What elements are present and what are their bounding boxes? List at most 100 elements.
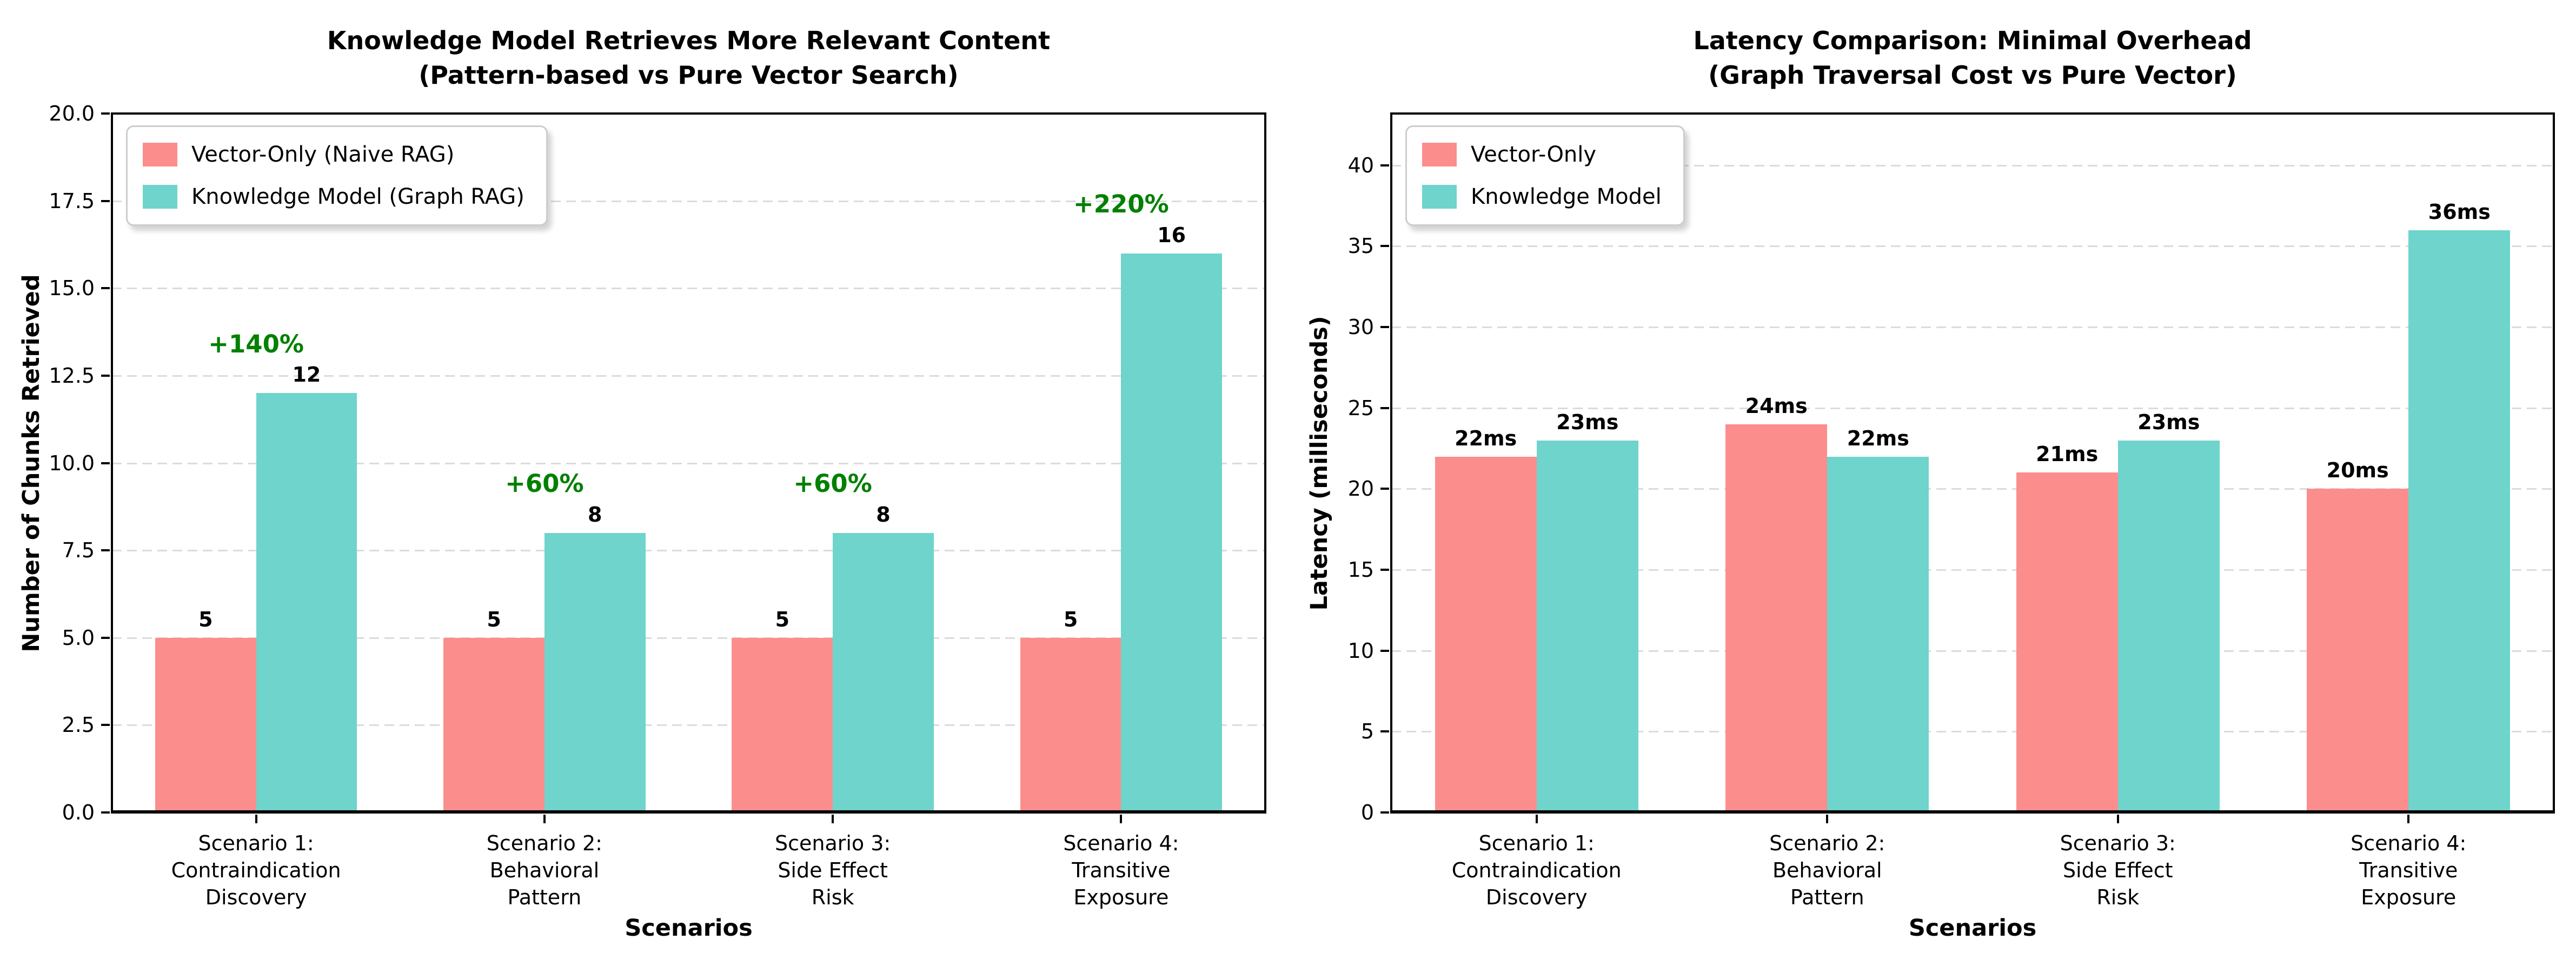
y-tick-label: 20 xyxy=(1347,477,1374,501)
y-tick-mark xyxy=(1380,488,1389,490)
legend: Vector-Only Knowledge Model xyxy=(1405,125,1685,226)
x-tick-mark xyxy=(1535,815,1538,823)
bar-value-label: 22ms xyxy=(1455,426,1517,450)
y-tick-label: 5.0 xyxy=(62,625,95,650)
x-tick-label: Scenario 2: Behavioral Pattern xyxy=(1769,831,1885,910)
percent-annotation: +60% xyxy=(793,469,872,498)
gridline xyxy=(112,200,1265,202)
x-tick-label: Scenario 1: Contraindication Discovery xyxy=(1451,831,1622,910)
bar-value-label: 22ms xyxy=(1847,426,1909,450)
x-tick-mark xyxy=(1826,815,1829,823)
gridline xyxy=(112,288,1265,290)
y-tick-mark xyxy=(1380,245,1389,248)
x-tick-label: Scenario 4: Transitive Exposure xyxy=(2351,831,2467,910)
bar xyxy=(833,532,934,812)
percent-annotation: +140% xyxy=(208,329,304,358)
y-tick-label: 5 xyxy=(1360,719,1374,744)
x-tick-label: Scenario 1: Contraindication Discovery xyxy=(171,831,341,910)
y-tick-label: 15.0 xyxy=(49,276,95,301)
bar-value-label: 5 xyxy=(1063,607,1078,631)
legend-item-label: Vector-Only (Naive RAG) xyxy=(191,142,455,167)
percent-annotation: +60% xyxy=(505,469,584,498)
bar-value-label: 5 xyxy=(198,607,213,631)
plot-area: 0 5 10 15 20 25 30 35 40 Scenario 1: Contraindica… xyxy=(1348,112,2555,909)
y-tick-mark xyxy=(101,112,110,115)
y-tick-label: 20.0 xyxy=(49,102,95,125)
y-tick-label: 40 xyxy=(1347,153,1374,177)
bar-value-label: 21ms xyxy=(2036,442,2099,466)
latency-comparison-chart: Latency Comparison: Minimal Overhead (Gr… xyxy=(1288,0,2576,953)
bar xyxy=(1121,253,1222,812)
bar xyxy=(256,393,357,812)
y-tick-mark xyxy=(101,199,110,202)
bar xyxy=(2117,440,2220,812)
bar xyxy=(732,637,833,812)
y-tick-label: 17.5 xyxy=(49,189,95,213)
y-tick-mark xyxy=(1380,326,1389,329)
gridline xyxy=(112,724,1265,727)
gridline xyxy=(112,550,1265,552)
legend-item-label: Knowledge Model xyxy=(1471,184,1662,209)
y-tick-label: 10.0 xyxy=(49,451,95,475)
y-tick-label: 12.5 xyxy=(49,363,95,388)
chart-title: Latency Comparison: Minimal Overhead (Gr… xyxy=(1693,26,2252,90)
x-tick-label: Scenario 3: Side Effect Risk xyxy=(2060,831,2176,910)
x-tick-label: Scenario 4: Transitive Exposure xyxy=(1063,831,1179,910)
y-tick-mark xyxy=(101,811,110,814)
bar xyxy=(1827,456,1929,812)
gridline xyxy=(1391,326,2554,329)
x-tick-mark xyxy=(255,815,257,823)
y-tick-mark xyxy=(1380,730,1389,733)
x-tick-label: Scenario 2: Behavioral Pattern xyxy=(486,831,602,910)
bar-value-label: 5 xyxy=(775,607,790,631)
x-axis-label: Scenarios xyxy=(625,915,753,942)
bar-value-label: 5 xyxy=(487,607,501,631)
gridline xyxy=(1391,407,2554,409)
y-tick-mark xyxy=(101,724,110,727)
bar xyxy=(1725,424,1828,812)
x-tick-mark xyxy=(832,815,834,823)
x-tick-mark xyxy=(2407,815,2410,823)
y-tick-mark xyxy=(101,462,110,464)
gridline xyxy=(112,113,1265,115)
y-tick-mark xyxy=(1380,406,1389,409)
legend-item: Knowledge Model (Graph RAG) xyxy=(143,184,525,209)
legend-item: Vector-Only (Naive RAG) xyxy=(143,142,525,167)
y-tick-mark xyxy=(101,636,110,639)
y-tick-label: 35 xyxy=(1347,234,1374,258)
gridline xyxy=(1391,164,2554,166)
y-tick-mark xyxy=(1380,164,1389,166)
bar xyxy=(2307,489,2409,812)
bar-value-label: 8 xyxy=(587,502,602,527)
x-tick-mark xyxy=(1120,815,1123,823)
legend-item: Knowledge Model xyxy=(1422,184,1662,209)
bar-value-label: 36ms xyxy=(2428,199,2491,224)
gridline xyxy=(1391,731,2554,733)
bar-value-label: 12 xyxy=(292,363,321,387)
bar xyxy=(1536,440,1638,812)
bar xyxy=(155,637,256,812)
bar-value-label: 16 xyxy=(1157,223,1186,247)
legend-swatch xyxy=(143,143,177,166)
y-tick-mark xyxy=(101,287,110,290)
gridline xyxy=(112,462,1265,464)
y-tick-label: 0.0 xyxy=(62,801,95,824)
y-tick-mark xyxy=(1380,569,1389,571)
x-axis-label: Scenarios xyxy=(1908,915,2037,942)
y-tick-label: 25 xyxy=(1347,396,1374,420)
y-tick-label: 15 xyxy=(1347,558,1374,582)
bar-value-label: 20ms xyxy=(2326,458,2389,483)
x-tick-label: Scenario 3: Side Effect Risk xyxy=(774,831,891,910)
legend-item-label: Knowledge Model (Graph RAG) xyxy=(191,184,525,209)
y-tick-mark xyxy=(1380,649,1389,652)
gridline xyxy=(1391,488,2554,490)
y-tick-label: 30 xyxy=(1347,315,1374,339)
y-tick-label: 0 xyxy=(1360,801,1374,824)
y-tick-label: 7.5 xyxy=(62,538,95,563)
bar xyxy=(1020,637,1121,812)
gridline xyxy=(112,375,1265,377)
bar xyxy=(1435,456,1537,812)
legend: Vector-Only (Naive RAG) Knowledge Model (… xyxy=(126,125,548,226)
bar-value-label: 24ms xyxy=(1745,394,1808,418)
